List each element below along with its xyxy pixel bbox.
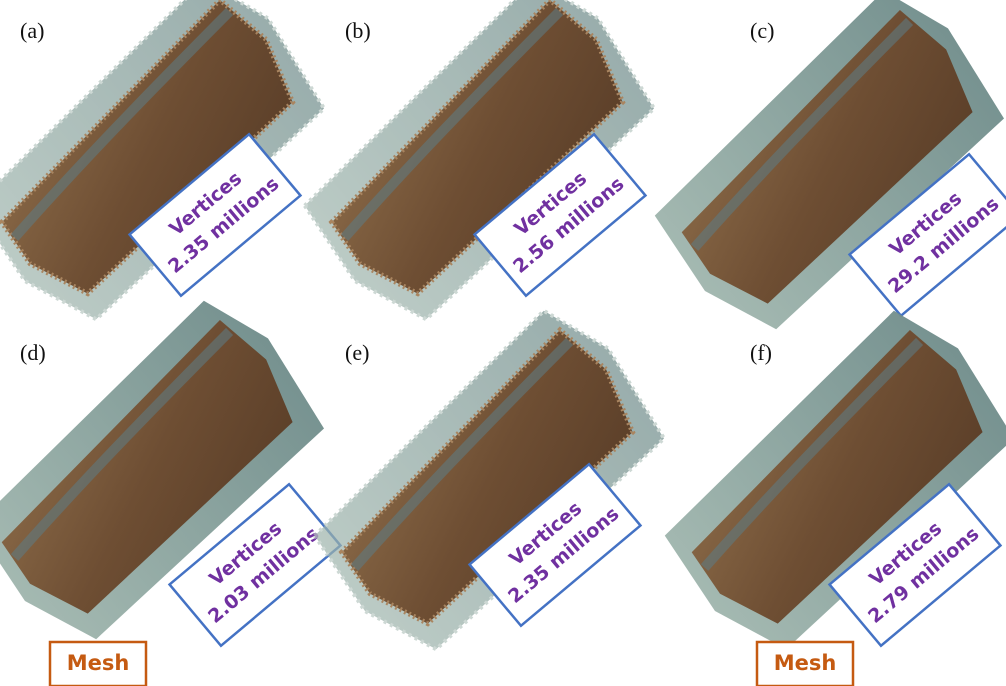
figure: (a)Vertices2.35 millions(b)Vertices2.56 …	[0, 0, 1006, 686]
panel-label: (c)	[750, 18, 774, 43]
panel-label: (f)	[750, 340, 772, 365]
mesh-tag: Mesh	[67, 651, 130, 675]
reconstruction	[0, 285, 345, 659]
panel-label: (d)	[20, 340, 46, 365]
panel-label: (b)	[345, 18, 371, 43]
panel-label: (a)	[20, 18, 44, 43]
mesh-tag: Mesh	[774, 651, 837, 675]
panel-label: (e)	[345, 340, 369, 365]
reconstruction	[641, 295, 1006, 669]
